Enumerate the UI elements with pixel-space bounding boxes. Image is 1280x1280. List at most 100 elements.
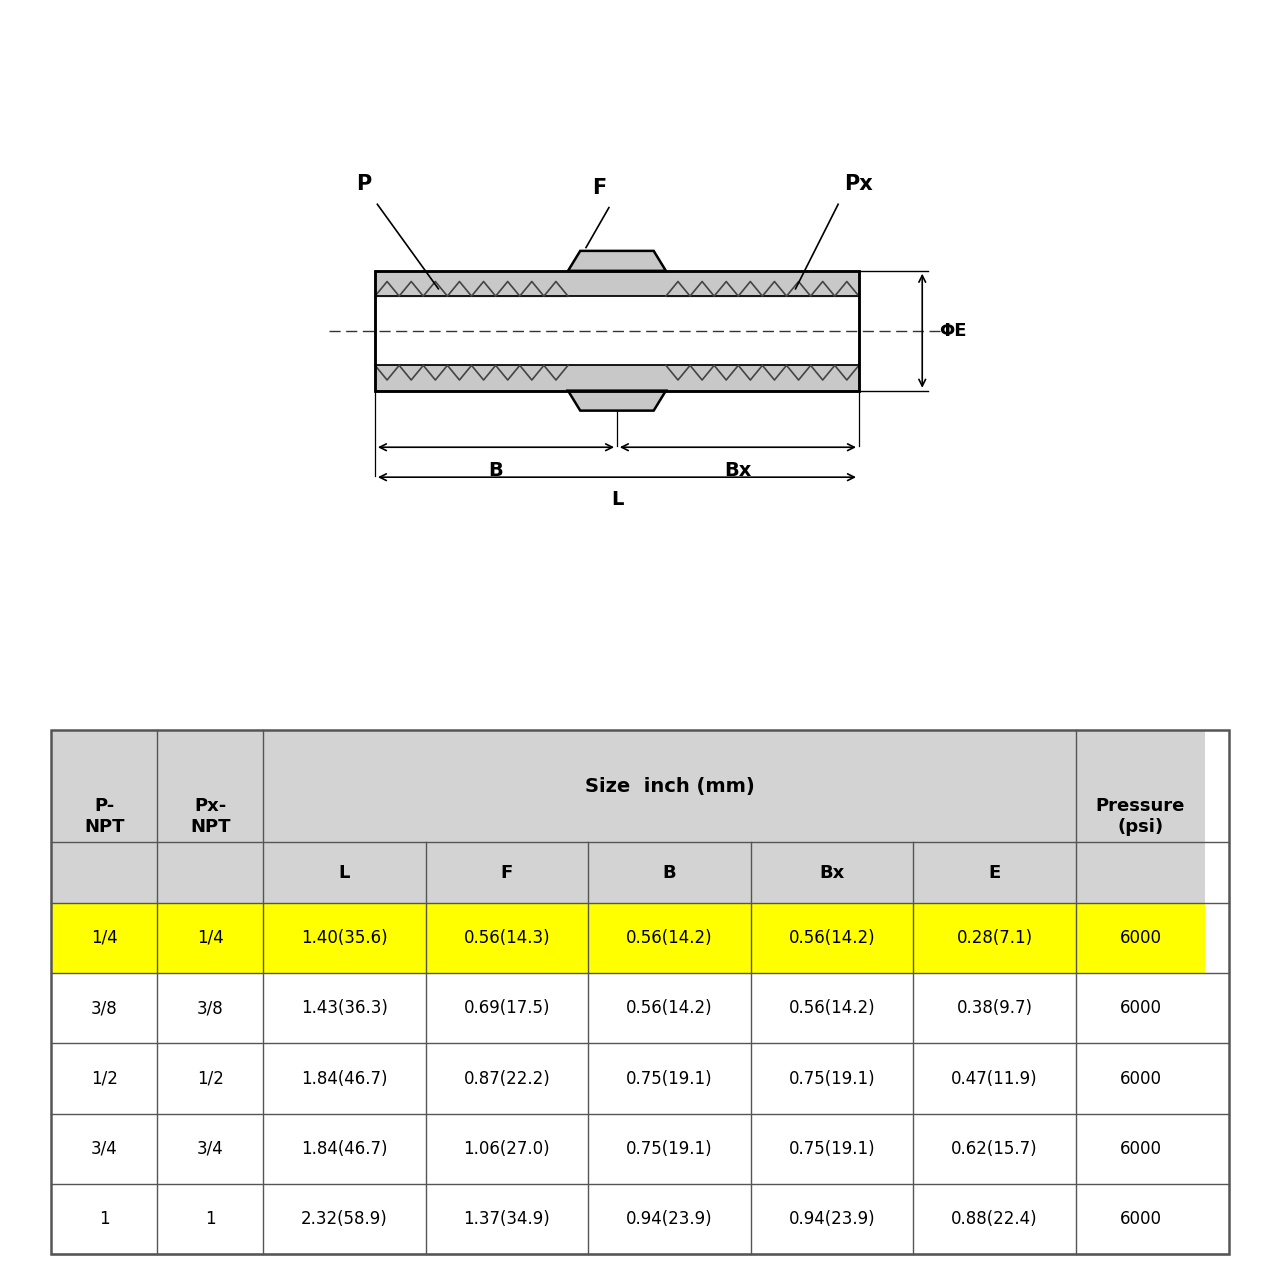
Bar xyxy=(1075,902,1206,973)
Bar xyxy=(1075,1184,1206,1254)
Text: E: E xyxy=(988,864,1001,882)
Bar xyxy=(264,842,426,902)
Text: 1: 1 xyxy=(205,1210,215,1229)
Bar xyxy=(264,730,1075,842)
Bar xyxy=(426,1114,589,1184)
Bar xyxy=(157,1114,264,1184)
Bar xyxy=(426,1184,589,1254)
Bar xyxy=(426,973,589,1043)
Text: 1/4: 1/4 xyxy=(197,929,224,947)
Bar xyxy=(51,1114,157,1184)
Text: 0.56(14.2): 0.56(14.2) xyxy=(626,1000,713,1018)
Bar xyxy=(375,271,859,390)
Text: Px-
NPT: Px- NPT xyxy=(189,796,230,836)
Text: 1/2: 1/2 xyxy=(91,1070,118,1088)
Bar xyxy=(589,842,750,902)
Text: Bx: Bx xyxy=(819,864,845,882)
Text: 6000: 6000 xyxy=(1120,1210,1161,1229)
Bar xyxy=(426,902,589,973)
Bar xyxy=(426,842,589,902)
Text: 6000: 6000 xyxy=(1120,1070,1161,1088)
Text: Pressure
(psi): Pressure (psi) xyxy=(1096,796,1185,836)
Text: 0.94(23.9): 0.94(23.9) xyxy=(788,1210,876,1229)
Bar xyxy=(157,1043,264,1114)
Text: P-
NPT: P- NPT xyxy=(84,796,124,836)
Text: 0.28(7.1): 0.28(7.1) xyxy=(956,929,1033,947)
Bar xyxy=(913,842,1075,902)
Bar xyxy=(750,1184,913,1254)
Text: 0.47(11.9): 0.47(11.9) xyxy=(951,1070,1038,1088)
Bar xyxy=(51,730,157,902)
Text: 0.56(14.3): 0.56(14.3) xyxy=(463,929,550,947)
Text: 1.06(27.0): 1.06(27.0) xyxy=(463,1140,550,1158)
Text: 2.32(58.9): 2.32(58.9) xyxy=(301,1210,388,1229)
Text: 0.94(23.9): 0.94(23.9) xyxy=(626,1210,713,1229)
Text: 0.56(14.2): 0.56(14.2) xyxy=(626,929,713,947)
Bar xyxy=(375,271,859,296)
Text: P: P xyxy=(356,174,371,195)
Bar xyxy=(913,973,1075,1043)
Bar xyxy=(264,902,426,973)
Text: 0.56(14.2): 0.56(14.2) xyxy=(788,1000,876,1018)
Bar xyxy=(750,1114,913,1184)
Text: Bx: Bx xyxy=(724,461,751,480)
Bar xyxy=(264,973,426,1043)
Bar xyxy=(589,1043,750,1114)
Bar xyxy=(589,973,750,1043)
Bar xyxy=(375,271,859,390)
Text: 1/4: 1/4 xyxy=(91,929,118,947)
Bar xyxy=(750,902,913,973)
Text: 1.84(46.7): 1.84(46.7) xyxy=(301,1070,388,1088)
Text: B: B xyxy=(663,864,676,882)
Text: 6000: 6000 xyxy=(1120,1000,1161,1018)
Bar xyxy=(264,1043,426,1114)
Text: L: L xyxy=(339,864,351,882)
Text: 3/8: 3/8 xyxy=(91,1000,118,1018)
Text: 3/4: 3/4 xyxy=(91,1140,118,1158)
Text: 1: 1 xyxy=(99,1210,110,1229)
Text: Px: Px xyxy=(845,174,873,195)
Bar xyxy=(1075,730,1206,902)
Bar xyxy=(750,842,913,902)
Bar xyxy=(375,296,859,365)
Text: 0.88(22.4): 0.88(22.4) xyxy=(951,1210,1038,1229)
Text: 6000: 6000 xyxy=(1120,1140,1161,1158)
Bar xyxy=(913,1043,1075,1114)
Bar xyxy=(157,973,264,1043)
Text: 1.84(46.7): 1.84(46.7) xyxy=(301,1140,388,1158)
Text: 1/2: 1/2 xyxy=(197,1070,224,1088)
Text: L: L xyxy=(611,490,623,509)
Text: 1.43(36.3): 1.43(36.3) xyxy=(301,1000,388,1018)
Text: F: F xyxy=(500,864,513,882)
Bar xyxy=(750,973,913,1043)
Bar xyxy=(1075,1114,1206,1184)
Bar xyxy=(51,1184,157,1254)
Text: Size  inch (mm): Size inch (mm) xyxy=(585,777,754,795)
Bar xyxy=(264,1184,426,1254)
Text: F: F xyxy=(593,178,607,197)
Bar xyxy=(51,902,157,973)
Text: 0.38(9.7): 0.38(9.7) xyxy=(956,1000,1033,1018)
Bar xyxy=(750,1043,913,1114)
Bar xyxy=(589,1184,750,1254)
Bar xyxy=(589,1114,750,1184)
Polygon shape xyxy=(568,251,666,271)
Text: 0.75(19.1): 0.75(19.1) xyxy=(788,1070,876,1088)
Bar xyxy=(589,902,750,973)
Bar xyxy=(157,730,264,902)
Bar xyxy=(426,1043,589,1114)
Text: 0.62(15.7): 0.62(15.7) xyxy=(951,1140,1038,1158)
Text: 0.75(19.1): 0.75(19.1) xyxy=(626,1140,713,1158)
Text: 3/4: 3/4 xyxy=(197,1140,224,1158)
Text: 1.37(34.9): 1.37(34.9) xyxy=(463,1210,550,1229)
Text: 0.69(17.5): 0.69(17.5) xyxy=(463,1000,550,1018)
Bar xyxy=(1075,973,1206,1043)
Text: 6000: 6000 xyxy=(1120,929,1161,947)
Bar xyxy=(1075,1043,1206,1114)
Text: 0.87(22.2): 0.87(22.2) xyxy=(463,1070,550,1088)
Bar xyxy=(157,902,264,973)
Text: 0.75(19.1): 0.75(19.1) xyxy=(626,1070,713,1088)
Text: 0.75(19.1): 0.75(19.1) xyxy=(788,1140,876,1158)
Text: ΦE: ΦE xyxy=(940,321,966,339)
Bar xyxy=(913,902,1075,973)
